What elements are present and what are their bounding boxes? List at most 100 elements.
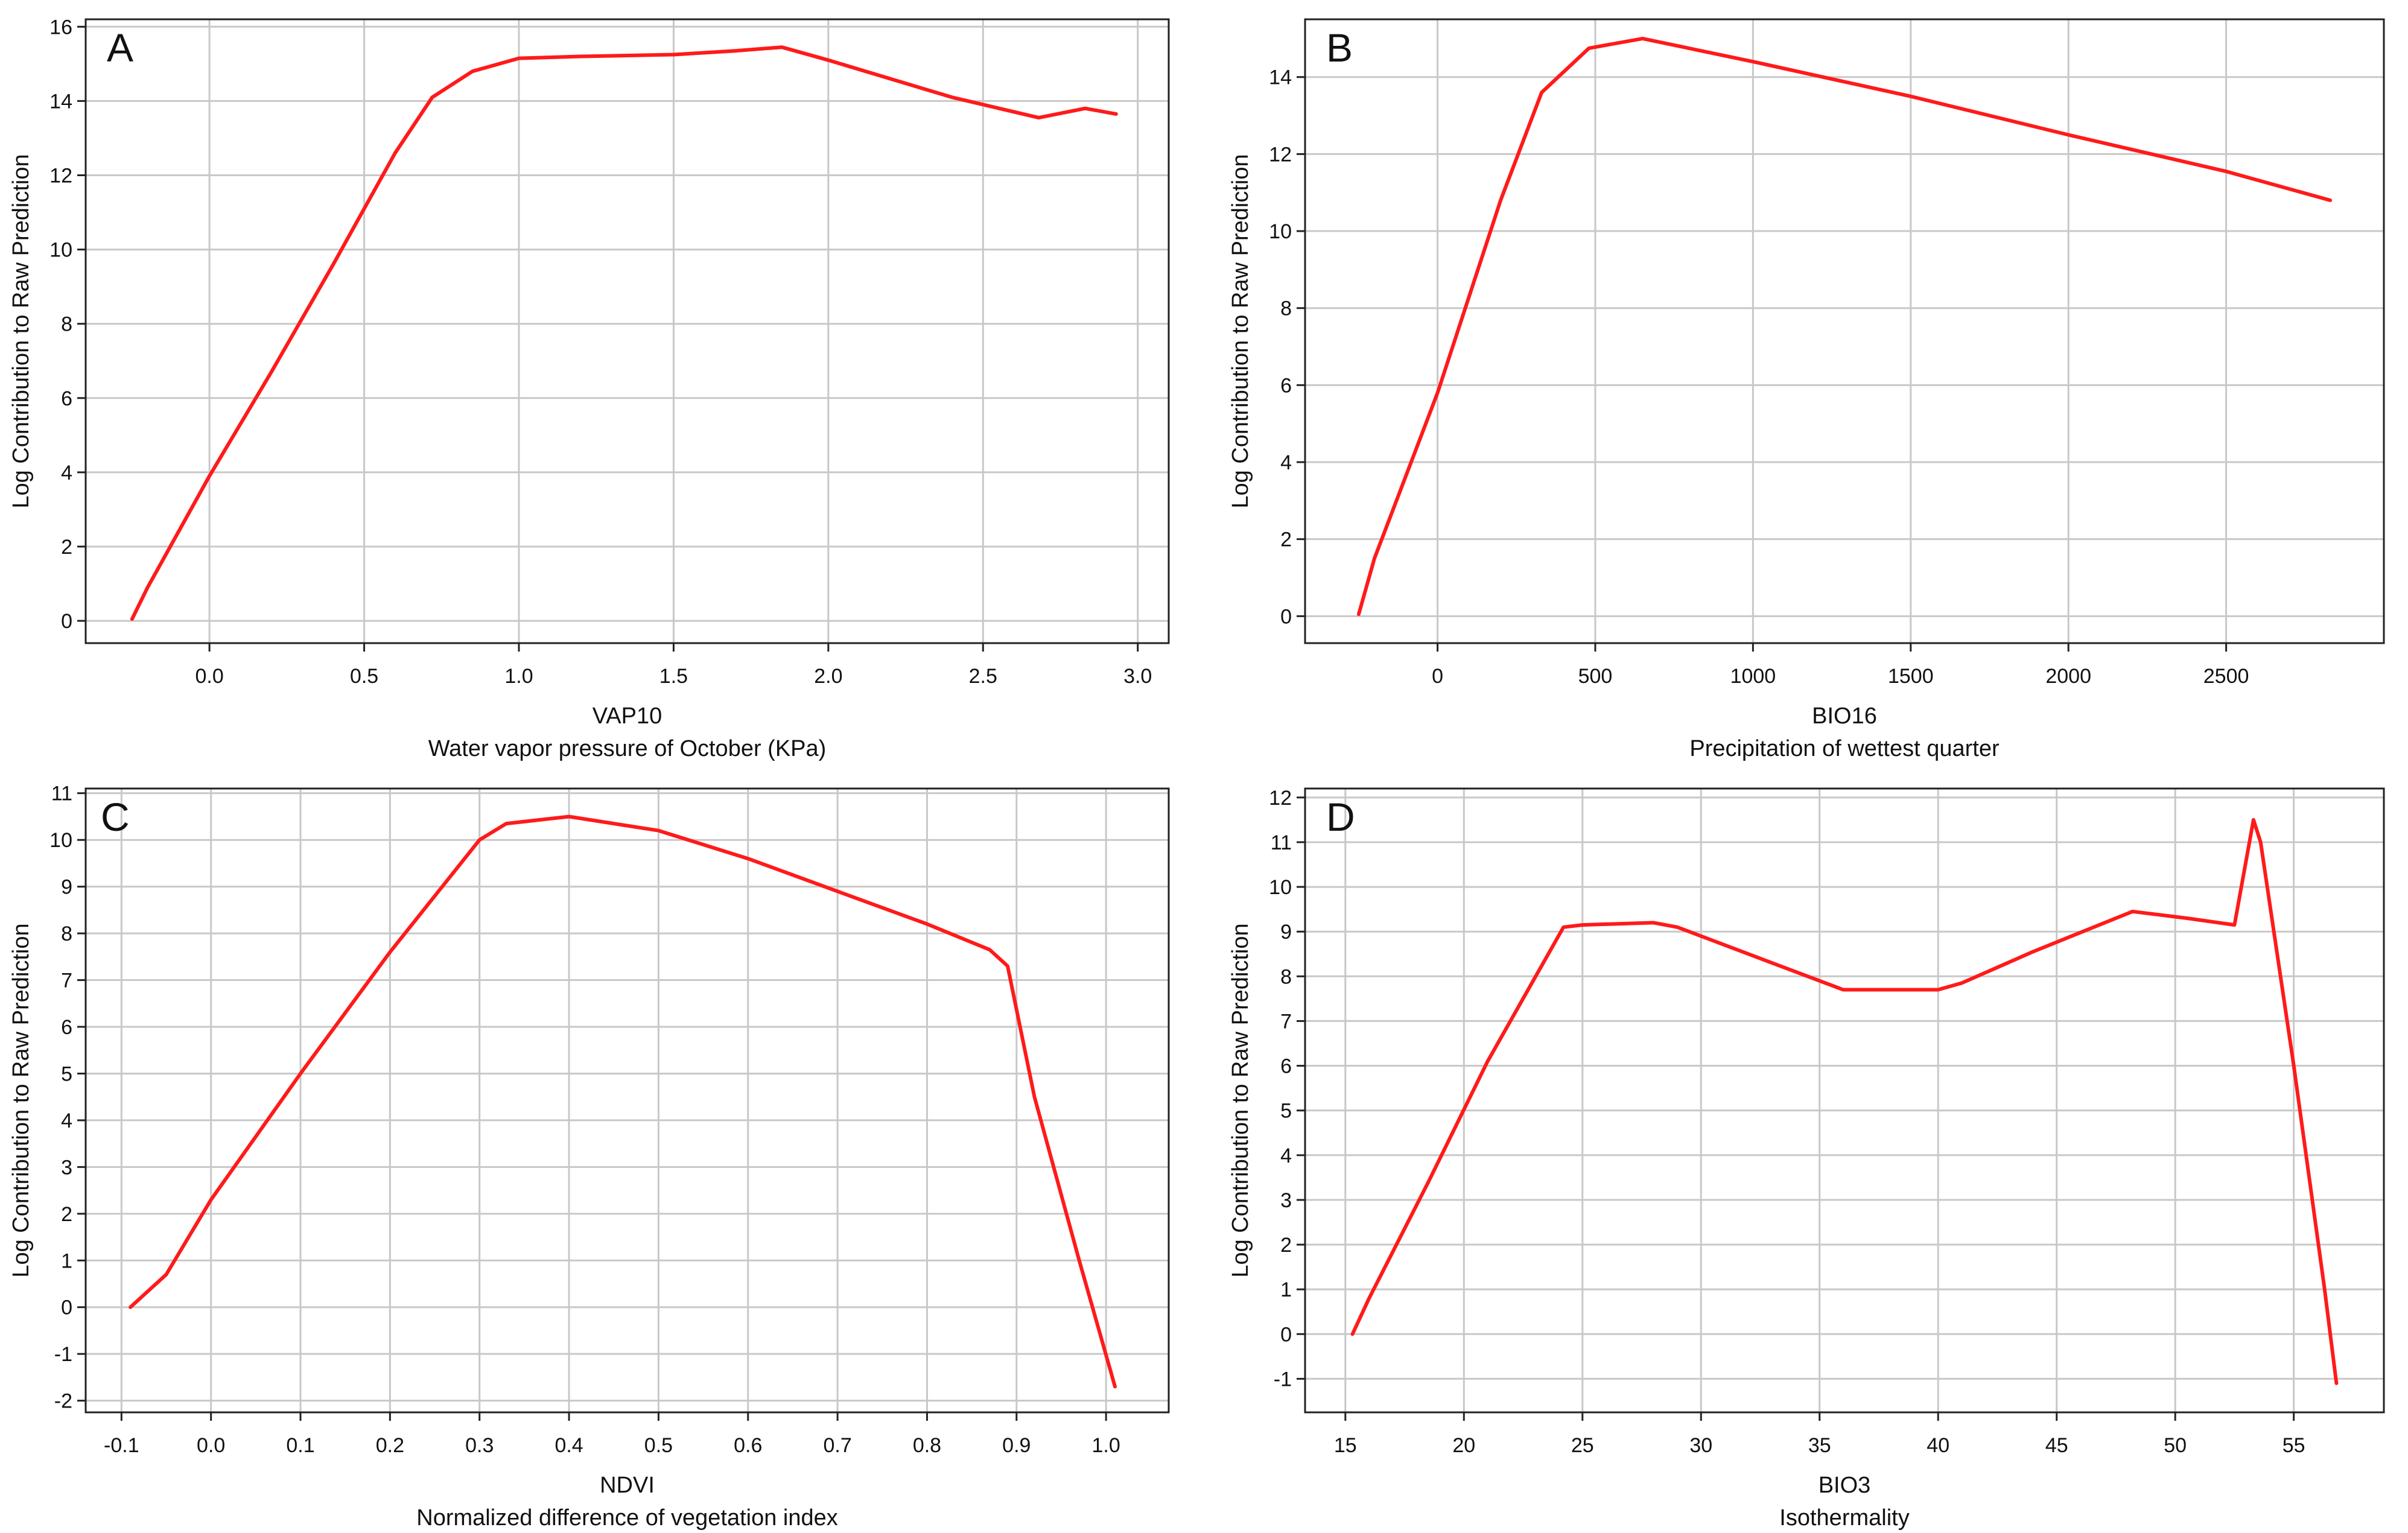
x-tick-label: 25 — [1571, 1434, 1594, 1457]
x-tick-label: 2500 — [2203, 665, 2249, 688]
series-line-response — [129, 814, 1117, 1389]
series-line-response — [1356, 36, 2333, 617]
y-tick-label: 9 — [1280, 921, 1292, 944]
y-tick-label: 10 — [1269, 876, 1292, 899]
panel-c: -0.1 0.0 0.1 0.2 0.3 0.4 0.5 0.6 0.7 0.8 0.9 1.0 -2 -… — [8, 782, 1170, 1531]
y-tick-label: 0 — [1280, 1323, 1292, 1346]
y-tick-label: 8 — [1280, 297, 1292, 320]
x-tick-label: 2000 — [2045, 665, 2091, 688]
y-tick-label: 8 — [61, 313, 72, 336]
x-tick-label: 0.1 — [286, 1434, 314, 1457]
y-tick-label: 2 — [61, 1203, 72, 1226]
y-tick-label: 8 — [1280, 965, 1292, 988]
x-tick-label: 0.9 — [1002, 1434, 1031, 1457]
panel-letter: D — [1326, 795, 1355, 839]
series-line-response — [1350, 817, 2339, 1385]
y-tick-label: 7 — [1280, 1010, 1292, 1033]
y-tick-label: 5 — [61, 1062, 72, 1085]
x-axis-sublabel: Normalized difference of vegetation inde… — [416, 1505, 838, 1531]
y-tick-label: 2 — [1280, 1234, 1292, 1257]
x-axis-sublabel: Isothermality — [1779, 1505, 1909, 1531]
x-tick-label: 0.0 — [195, 665, 224, 688]
y-tick-label: 6 — [61, 1016, 72, 1039]
y-tick-label: 7 — [61, 970, 72, 992]
x-tick-label: 0.5 — [644, 1434, 673, 1457]
x-tick-label: 1500 — [1888, 665, 1934, 688]
x-tick-label: 20 — [1452, 1434, 1475, 1457]
y-tick-label: 3 — [1280, 1189, 1292, 1212]
x-tick-label: 0.2 — [376, 1434, 404, 1457]
x-axis-sublabel: Precipitation of wettest quarter — [1689, 736, 2000, 761]
x-tick-label: 50 — [2164, 1434, 2187, 1457]
x-tick-label: 2.0 — [814, 665, 842, 688]
x-tick-label: 0.4 — [554, 1434, 583, 1457]
y-tick-label: 14 — [1269, 66, 1292, 89]
panel-a: 0.0 0.5 1.0 1.5 2.0 2.5 3.0 0 2 4 6 8 10 12 14 16 VAP10 W… — [8, 16, 1170, 761]
plot-frame — [84, 787, 1170, 1414]
x-tick-label: 40 — [1927, 1434, 1949, 1457]
y-tick-label: 0 — [61, 610, 72, 633]
y-tick-label: 9 — [61, 876, 72, 899]
x-tick-label: 55 — [2283, 1434, 2305, 1457]
y-tick-label: 0 — [61, 1297, 72, 1319]
y-tick-label: 1 — [61, 1249, 72, 1272]
y-tick-label: 16 — [49, 16, 72, 39]
x-axis-label: BIO16 — [1812, 703, 1877, 729]
panel-letter: A — [107, 25, 133, 70]
x-tick-label: 0.7 — [823, 1434, 851, 1457]
x-tick-label: 0.8 — [913, 1434, 941, 1457]
y-tick-label: 10 — [49, 239, 72, 262]
x-tick-label: 3.0 — [1123, 665, 1152, 688]
x-tick-label: 1.0 — [1092, 1434, 1120, 1457]
x-tick-label: 30 — [1689, 1434, 1712, 1457]
x-tick-label: 15 — [1334, 1434, 1357, 1457]
y-tick-label: 4 — [1280, 451, 1292, 474]
panel-d: 15 20 25 30 35 40 45 50 55-10123456789101112BIO3… — [1228, 787, 2385, 1531]
y-tick-label: 11 — [1271, 831, 1292, 854]
x-axis-label: NDVI — [600, 1473, 655, 1498]
x-tick-label: 1000 — [1730, 665, 1776, 688]
x-tick-label: 0.3 — [465, 1434, 494, 1457]
plot-frame — [1304, 787, 2385, 1414]
y-tick-label: 10 — [49, 829, 72, 852]
x-tick-label: 45 — [2045, 1434, 2068, 1457]
panel-letter: B — [1326, 25, 1353, 70]
y-axis-label: Log Contribution to Raw Prediction — [8, 154, 34, 508]
y-tick-label: 11 — [51, 782, 72, 805]
x-tick-label: 0.0 — [197, 1434, 225, 1457]
y-axis-label: Log Contribution to Raw Prediction — [1228, 923, 1253, 1277]
x-tick-label: -0.1 — [104, 1434, 139, 1457]
y-tick-label: 12 — [1269, 143, 1292, 166]
x-tick-label: 2.5 — [969, 665, 997, 688]
y-tick-label: 5 — [1280, 1100, 1292, 1123]
y-tick-label: 2 — [1280, 528, 1292, 551]
y-tick-label: 14 — [49, 90, 72, 113]
y-tick-label: 2 — [61, 536, 72, 559]
x-axis-label: VAP10 — [592, 703, 662, 729]
x-tick-label: 0.6 — [734, 1434, 762, 1457]
y-axis-label: Log Contribution to Raw Prediction — [8, 923, 34, 1277]
panel-b: 0 500 1000 1500 2000 2500 0 2 4 6 8 10 12 14 BIO16 Prec… — [1228, 18, 2385, 761]
x-axis-sublabel: Water vapor pressure of October (KPa) — [428, 736, 827, 761]
plot-frame — [1304, 18, 2385, 644]
y-tick-label: 1 — [1280, 1278, 1292, 1301]
x-tick-label: 1.0 — [504, 665, 533, 688]
x-tick-label: 0 — [1432, 665, 1443, 688]
y-tick-label: 12 — [1269, 787, 1292, 810]
series-line-response — [130, 45, 1118, 621]
plot-frame — [84, 18, 1170, 644]
y-tick-label: -2 — [54, 1390, 72, 1413]
x-tick-label: 0.5 — [350, 665, 378, 688]
x-tick-label: 1.5 — [659, 665, 688, 688]
y-tick-label: 4 — [61, 462, 72, 484]
x-axis-label: BIO3 — [1819, 1473, 1871, 1498]
x-tick-label: 500 — [1578, 665, 1613, 688]
y-tick-label: -1 — [1274, 1368, 1292, 1391]
x-tick-label: 35 — [1808, 1434, 1831, 1457]
y-tick-label: 4 — [1280, 1144, 1292, 1167]
y-tick-label: 12 — [49, 165, 72, 188]
y-tick-label: -1 — [54, 1343, 72, 1366]
y-tick-label: 0 — [1280, 605, 1292, 628]
y-tick-label: 10 — [1269, 220, 1292, 243]
